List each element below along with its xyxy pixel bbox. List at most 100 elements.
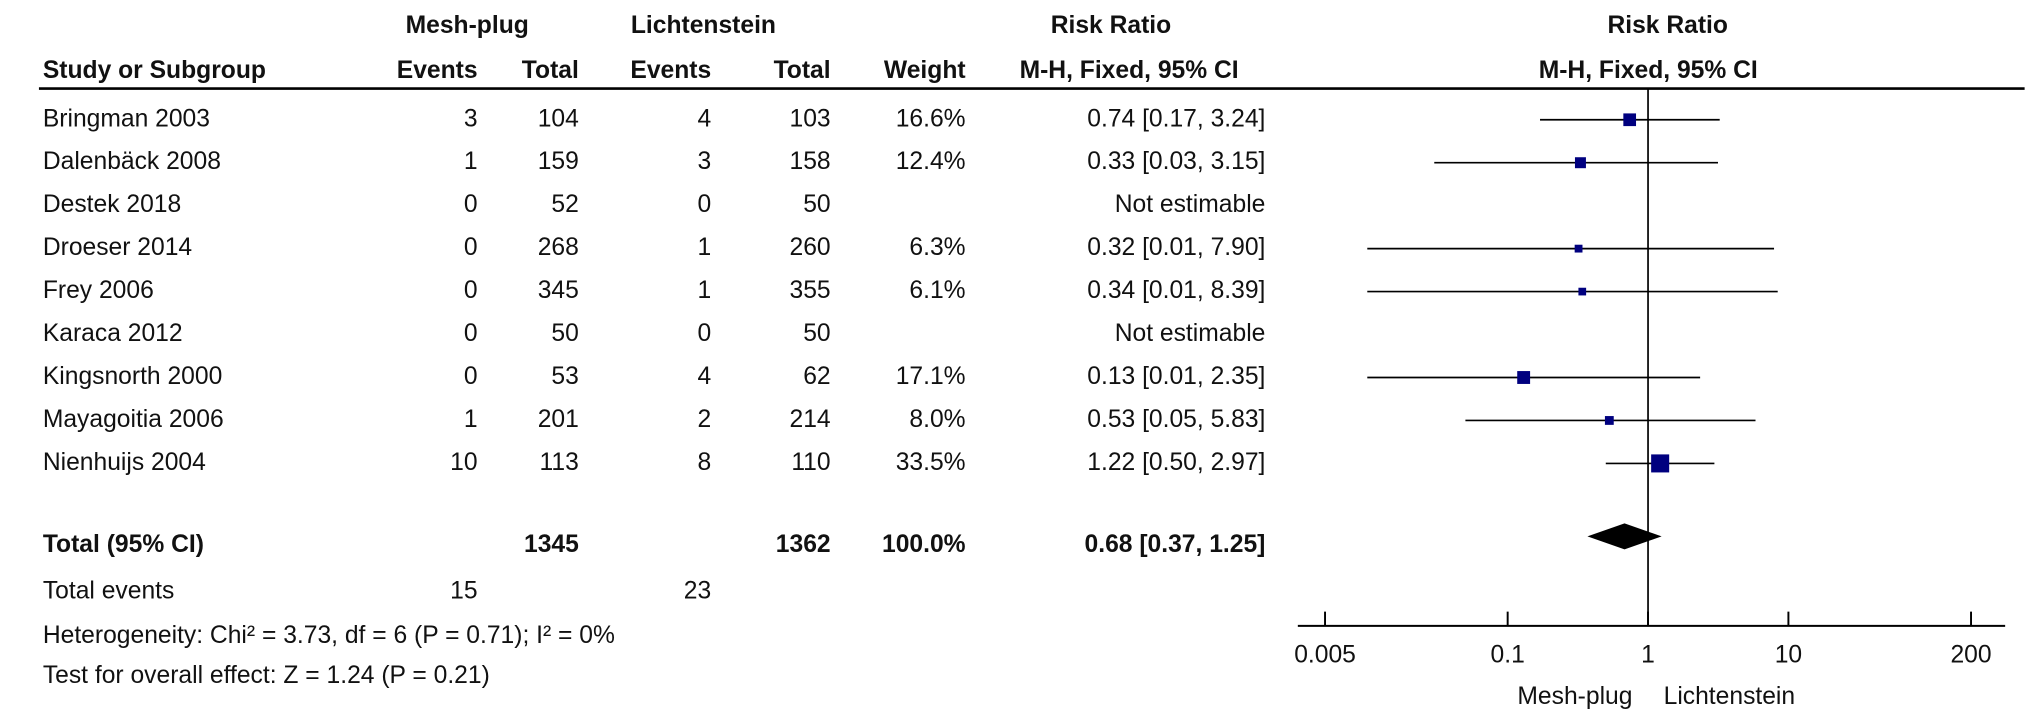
column-header: Events [397, 57, 478, 84]
cell: 214 [789, 406, 830, 433]
x-tick-label: 10 [1775, 641, 1802, 668]
cell: 1.22 [0.50, 2.97] [1087, 449, 1265, 476]
study-name: Bringman 2003 [43, 105, 210, 132]
effect-square [1574, 157, 1586, 169]
column-header: Events [630, 57, 711, 84]
cell: 53 [551, 363, 578, 390]
effect-square [1578, 287, 1587, 296]
cell: 50 [803, 320, 830, 347]
cell: 6.1% [909, 277, 965, 304]
cell: 113 [540, 449, 579, 476]
study-name: Kingsnorth 2000 [43, 363, 222, 390]
cell: 8 [697, 449, 711, 476]
total-cell: 100.0% [882, 531, 966, 558]
group-header: Mesh-plug [406, 12, 529, 39]
total-cell: 1362 [776, 531, 831, 558]
cell: 1 [464, 148, 478, 175]
x-tick-label: 200 [1950, 641, 1991, 668]
cell: 62 [803, 363, 830, 390]
cell: 110 [791, 449, 830, 476]
heterogeneity: Heterogeneity: Chi² = 3.73, df = 6 (P = … [43, 622, 615, 649]
cell: 104 [538, 105, 579, 132]
cell: 0.13 [0.01, 2.35] [1087, 363, 1265, 390]
study-name: Destek 2018 [43, 191, 181, 218]
favours-label: Lichtenstein [1664, 683, 1796, 710]
cell: 0 [464, 234, 478, 261]
cell: 201 [538, 406, 579, 433]
cell: 1 [697, 277, 711, 304]
study-name: Karaca 2012 [43, 320, 183, 347]
cell: 0.74 [0.17, 3.24] [1087, 105, 1265, 132]
column-header: Study or Subgroup [43, 57, 266, 84]
effect-header: Risk Ratio [1607, 12, 1728, 39]
cell: 17.1% [896, 363, 966, 390]
cell: 158 [789, 148, 830, 175]
cell: 268 [538, 234, 579, 261]
cell: 8.0% [909, 406, 965, 433]
cell: 0.32 [0.01, 7.90] [1087, 234, 1265, 261]
total-events: 15 [450, 578, 477, 605]
cell: 0.53 [0.05, 5.83] [1087, 406, 1265, 433]
cell: 0.34 [0.01, 8.39] [1087, 277, 1265, 304]
total-events: 23 [684, 578, 711, 605]
cell: 50 [803, 191, 830, 218]
study-name: Droeser 2014 [43, 234, 192, 261]
study-name: Frey 2006 [43, 277, 154, 304]
study-name: Mayagoitia 2006 [43, 406, 224, 433]
cell: 1 [697, 234, 711, 261]
cell: 0.33 [0.03, 3.15] [1087, 148, 1265, 175]
study-name: Nienhuijs 2004 [43, 449, 206, 476]
cell: 33.5% [896, 449, 966, 476]
cell: 345 [538, 277, 579, 304]
cell: Not estimable [1115, 191, 1266, 218]
method-header: M-H, Fixed, 95% CI [1020, 57, 1239, 84]
cell: 0 [464, 191, 478, 218]
cell: 6.3% [909, 234, 965, 261]
total-cell: 1345 [524, 531, 579, 558]
effect-square [1574, 244, 1583, 253]
cell: 52 [551, 191, 578, 218]
cell: 355 [789, 277, 830, 304]
total-diamond [1587, 523, 1662, 550]
total-events-label: Total events [43, 578, 175, 605]
cell: 12.4% [896, 148, 966, 175]
cell: 1 [464, 406, 478, 433]
cell: Not estimable [1115, 320, 1266, 347]
method-header: M-H, Fixed, 95% CI [1539, 57, 1758, 84]
effect-square [1651, 454, 1670, 473]
cell: 16.6% [896, 105, 966, 132]
study-name: Dalenbäck 2008 [43, 148, 221, 175]
overall-effect: Test for overall effect: Z = 1.24 (P = 0… [43, 662, 490, 689]
x-tick-label: 1 [1641, 641, 1655, 668]
cell: 103 [789, 105, 830, 132]
cell: 159 [538, 148, 579, 175]
group-header: Lichtenstein [631, 12, 776, 39]
column-header: Total [774, 57, 831, 84]
cell: 0 [464, 320, 478, 347]
column-header: Total [522, 57, 579, 84]
column-header: Weight [884, 57, 966, 84]
effect-square [1623, 113, 1637, 127]
total-cell: 0.68 [0.37, 1.25] [1085, 531, 1266, 558]
effect-square [1517, 371, 1531, 384]
cell: 0 [697, 320, 711, 347]
cell: 50 [551, 320, 578, 347]
cell: 4 [697, 105, 711, 132]
cell: 0 [464, 277, 478, 304]
cell: 3 [697, 148, 711, 175]
cell: 0 [464, 363, 478, 390]
cell: 3 [464, 105, 478, 132]
effect-header: Risk Ratio [1051, 12, 1172, 39]
cell: 260 [789, 234, 830, 261]
x-tick-label: 0.1 [1491, 641, 1525, 668]
total-label: Total (95% CI) [43, 531, 204, 558]
x-tick-label: 0.005 [1294, 641, 1356, 668]
cell: 10 [450, 449, 477, 476]
effect-square [1604, 416, 1614, 425]
cell: 2 [697, 406, 711, 433]
favours-label: Mesh-plug [1517, 683, 1632, 710]
cell: 4 [697, 363, 711, 390]
cell: 0 [697, 191, 711, 218]
